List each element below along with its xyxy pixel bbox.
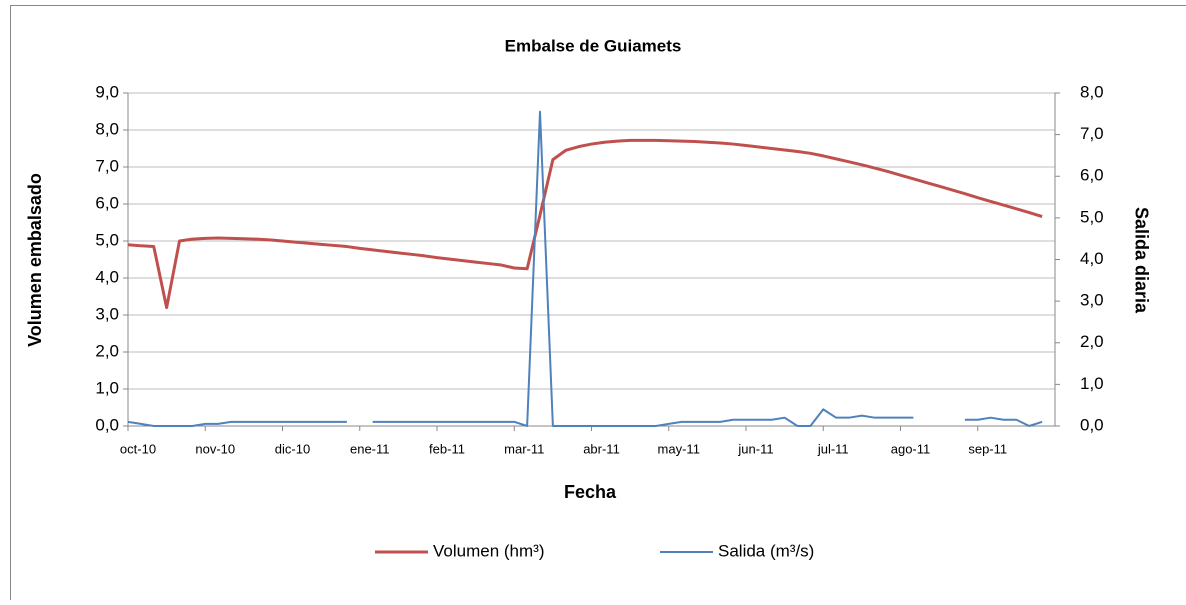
x-tick-label: oct-10 <box>120 441 156 456</box>
x-tick-label: mar-11 <box>504 441 544 456</box>
y-tick-label: 0,0 <box>95 415 119 434</box>
y2-tick-label: 4,0 <box>1080 249 1104 268</box>
y2-tick-label: 5,0 <box>1080 207 1104 226</box>
x-tick-label: sep-11 <box>968 441 1007 456</box>
x-tick-label: nov-10 <box>195 441 235 456</box>
x-tick-label: ago-11 <box>891 441 931 456</box>
y2-tick-label: 7,0 <box>1080 124 1104 143</box>
x-axis-title: Fecha <box>564 482 617 502</box>
y2-tick-label: 1,0 <box>1080 374 1104 393</box>
x-tick-label: may-11 <box>658 441 700 456</box>
y-tick-label: 1,0 <box>95 378 119 397</box>
legend-label: Volumen (hm³) <box>433 541 544 560</box>
y-axis-title: Volumen embalsado <box>25 173 45 347</box>
y2-tick-label: 6,0 <box>1080 166 1104 185</box>
y-tick-label: 7,0 <box>95 156 119 175</box>
y2-axis-title: Salida diaria <box>1131 207 1151 314</box>
legend-label: Salida (m³/s) <box>718 541 814 560</box>
y2-tick-label: 8,0 <box>1080 82 1104 101</box>
y-tick-label: 6,0 <box>95 193 119 212</box>
x-tick-label: dic-10 <box>275 441 310 456</box>
y2-tick-label: 2,0 <box>1080 332 1104 351</box>
y2-tick-label: 3,0 <box>1080 291 1104 310</box>
chart-title: Embalse de Guiamets <box>505 36 682 55</box>
y-tick-label: 2,0 <box>95 341 119 360</box>
y-tick-label: 5,0 <box>95 230 119 249</box>
x-tick-label: jun-11 <box>737 441 773 456</box>
y-tick-label: 3,0 <box>95 304 119 323</box>
x-tick-label: abr-11 <box>583 441 620 456</box>
y-tick-label: 8,0 <box>95 119 119 138</box>
y-tick-label: 9,0 <box>95 82 119 101</box>
x-tick-label: feb-11 <box>429 441 465 456</box>
x-tick-label: jul-11 <box>817 441 849 456</box>
y-tick-label: 4,0 <box>95 267 119 286</box>
y2-tick-label: 0,0 <box>1080 415 1104 434</box>
x-tick-label: ene-11 <box>350 441 390 456</box>
